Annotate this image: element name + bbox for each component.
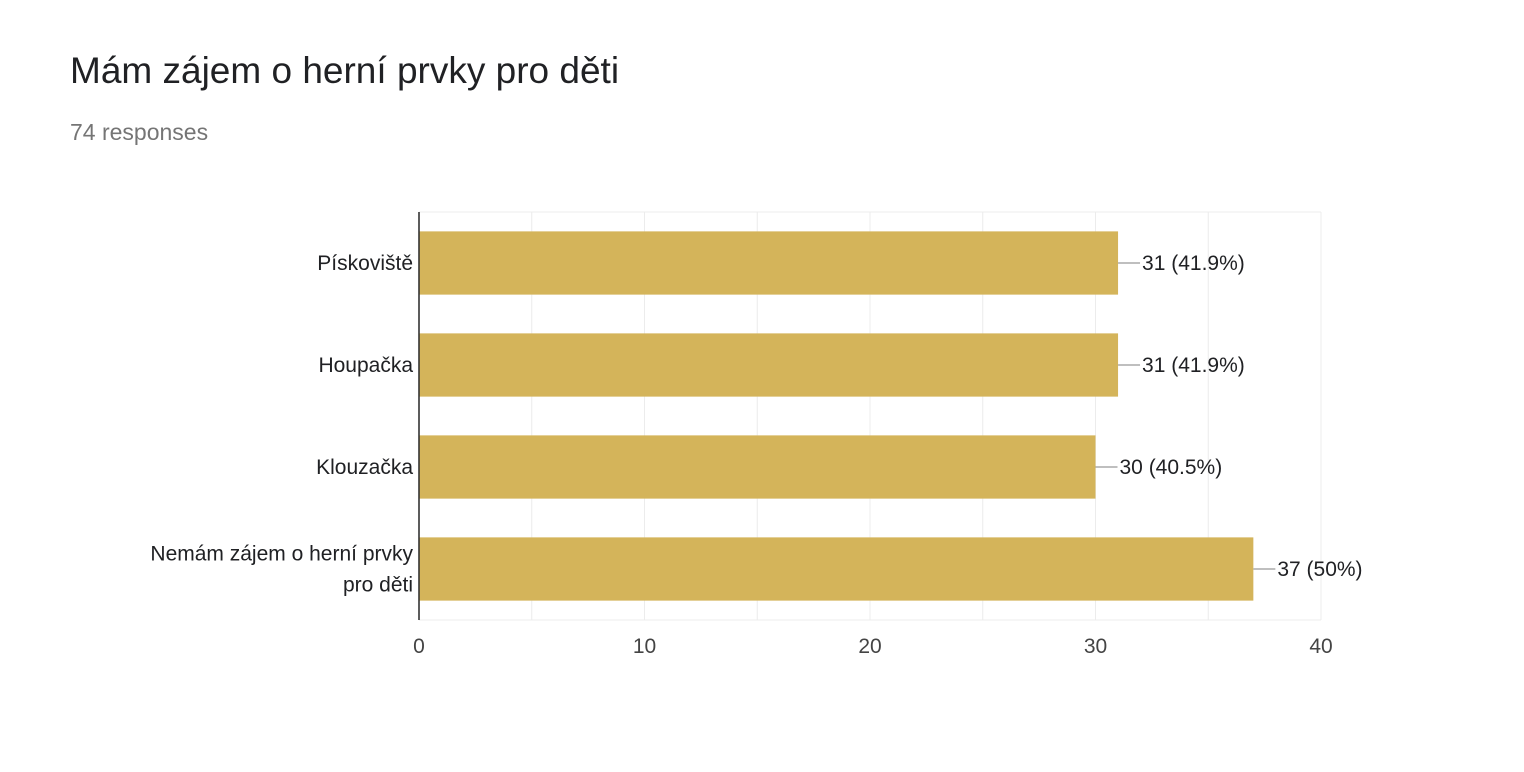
x-tick-labels: 0 10 20 30 40 — [413, 635, 1333, 658]
bars — [419, 231, 1254, 601]
leader-lines — [1095, 262, 1276, 570]
data-label: 31 (41.9%) — [1142, 354, 1245, 377]
category-label: Nemám zájem o herní prvky — [150, 543, 413, 566]
category-labels: Pískoviště Houpačka Klouzačka Nemám zájem o… — [150, 252, 413, 597]
bar — [419, 231, 1119, 295]
x-tick-label: 10 — [633, 635, 656, 658]
bar — [419, 537, 1254, 601]
data-label: 30 (40.5%) — [1120, 456, 1223, 479]
bar — [419, 333, 1119, 397]
category-label: pro děti — [343, 574, 413, 597]
chart-title: Mám zájem o herní prvky pro děti — [70, 50, 620, 91]
data-label: 31 (41.9%) — [1142, 252, 1245, 275]
x-tick-label: 40 — [1309, 635, 1332, 658]
category-label: Klouzačka — [316, 456, 413, 479]
bar — [419, 435, 1096, 499]
category-label: Pískoviště — [317, 252, 413, 275]
x-tick-label: 0 — [413, 635, 425, 658]
x-tick-label: 20 — [858, 635, 881, 658]
category-label: Houpačka — [318, 354, 413, 377]
data-labels: 31 (41.9%) 31 (41.9%) 30 (40.5%) 37 (50%) — [1120, 252, 1363, 581]
x-tick-label: 30 — [1084, 635, 1107, 658]
data-label: 37 (50%) — [1277, 558, 1362, 581]
response-count: 74 responses — [70, 119, 209, 145]
